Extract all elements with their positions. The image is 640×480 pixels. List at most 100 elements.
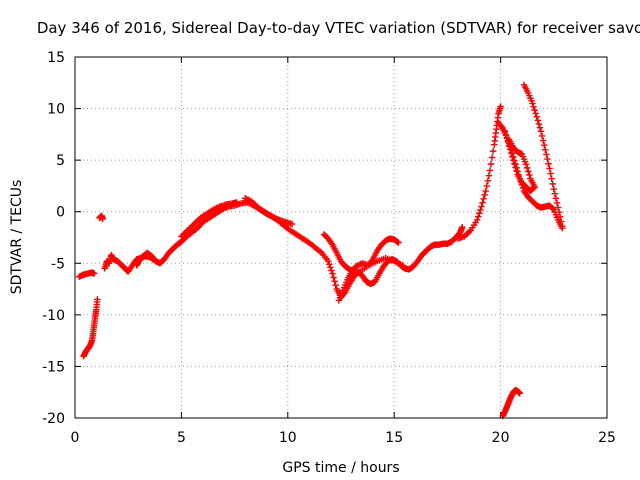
data-point <box>488 154 496 161</box>
data-point <box>475 213 482 220</box>
data-point <box>512 164 519 171</box>
data-point <box>501 128 509 135</box>
data-point <box>476 210 483 217</box>
data-point <box>538 132 546 140</box>
data-point <box>484 177 492 184</box>
data-point <box>486 167 494 174</box>
data-point <box>533 113 540 121</box>
data-point <box>331 278 338 285</box>
series-arc-11 <box>454 103 504 242</box>
data-point <box>545 160 552 167</box>
data-point <box>551 190 559 197</box>
data-point <box>497 103 504 110</box>
data-point <box>90 270 98 277</box>
data-point <box>546 165 553 172</box>
data-point <box>554 204 562 211</box>
data-point <box>480 195 487 203</box>
data-point <box>526 171 533 179</box>
data-point <box>478 203 485 210</box>
data-point <box>532 110 539 117</box>
series-arc-10 <box>348 254 406 279</box>
data-point <box>525 168 532 175</box>
plot-frame <box>74 56 608 419</box>
y-tick-label: 10 <box>47 102 65 118</box>
data-point <box>233 199 240 206</box>
series-arc-15 <box>520 81 566 230</box>
series-arc-6 <box>178 199 240 240</box>
data-point <box>325 258 332 265</box>
data-point <box>483 182 490 190</box>
data-point <box>479 199 486 206</box>
data-point <box>288 220 296 228</box>
series-arc-1 <box>76 269 98 280</box>
data-point <box>329 270 336 277</box>
data-point <box>510 156 517 164</box>
data-point <box>547 170 554 177</box>
data-point <box>502 131 510 139</box>
x-tick-label: 20 <box>492 430 510 446</box>
data-point <box>535 120 543 128</box>
data-point <box>541 141 548 149</box>
data-point <box>477 206 484 214</box>
data-point <box>459 223 466 231</box>
data-point <box>509 153 516 160</box>
data-point <box>473 216 481 224</box>
x-tick-label: 10 <box>279 430 297 446</box>
data-point <box>328 267 335 274</box>
data-point <box>542 146 549 154</box>
data-point <box>99 215 106 223</box>
data-point <box>399 262 406 269</box>
data-point <box>511 160 518 167</box>
data-point <box>481 191 488 199</box>
x-tick-label: 25 <box>598 430 616 446</box>
data-point <box>482 187 489 195</box>
chart-title: Day 346 of 2016, Sidereal Day-to-day VTE… <box>37 19 640 37</box>
y-tick-label: -20 <box>42 411 65 427</box>
y-tick-label: 15 <box>47 50 65 66</box>
data-point <box>531 183 538 191</box>
x-tick-label: 5 <box>177 430 186 446</box>
data-point <box>543 151 550 158</box>
data-point <box>522 161 530 168</box>
series-arc-3 <box>96 212 106 223</box>
y-ticks: -20 -15 -10 -5 0 5 10 15 <box>42 50 607 427</box>
series-arc-14 <box>505 136 538 191</box>
data-point <box>485 172 493 179</box>
data-point <box>498 123 505 131</box>
data-points <box>76 81 566 420</box>
data-point <box>549 205 556 212</box>
y-axis-label: SDTVAR / TECUs <box>9 180 25 295</box>
series-arc-16 <box>499 386 523 420</box>
data-point <box>516 390 523 397</box>
data-point <box>524 164 531 172</box>
data-point <box>537 128 545 135</box>
data-point <box>553 199 561 207</box>
data-point <box>150 255 157 263</box>
data-point <box>549 180 556 188</box>
y-tick-label: -5 <box>51 256 65 272</box>
data-point <box>539 137 547 144</box>
y-tick-label: -10 <box>42 308 65 324</box>
y-tick-label: -15 <box>42 359 65 375</box>
y-tick-label: 0 <box>56 205 65 221</box>
data-point <box>550 185 557 193</box>
data-point <box>489 147 497 155</box>
data-point <box>327 264 334 271</box>
data-point <box>558 218 565 225</box>
data-point <box>395 239 402 246</box>
x-tick-label: 0 <box>71 430 80 446</box>
data-point <box>487 160 495 168</box>
series-arc-2 <box>80 296 101 360</box>
data-point <box>534 117 542 124</box>
data-point <box>394 238 401 246</box>
data-point <box>529 100 536 107</box>
data-point <box>555 209 563 216</box>
data-point <box>330 274 337 281</box>
x-tick-label: 15 <box>385 430 403 446</box>
data-point <box>559 222 566 230</box>
data-point <box>530 103 537 110</box>
data-point <box>556 213 564 221</box>
data-point <box>508 149 515 157</box>
data-point <box>544 155 551 163</box>
